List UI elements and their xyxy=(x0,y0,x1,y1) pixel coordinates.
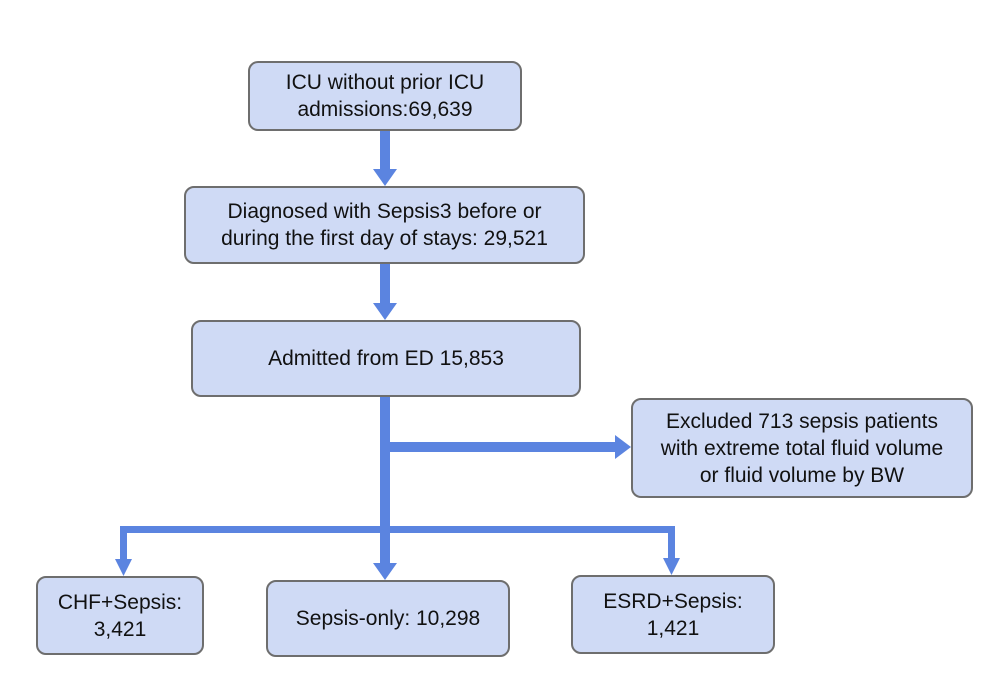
arrowhead-sepsis-only xyxy=(373,563,397,580)
sepsis-only-box: Sepsis-only: 10,298 xyxy=(266,580,510,657)
icu-admissions-box: ICU without prior ICU admissions:69,639 xyxy=(248,61,522,131)
arrow-ed-to-excluded xyxy=(390,442,616,452)
esrd-sepsis-box: ESRD+Sepsis: 1,421 xyxy=(571,575,775,654)
arrow-sepsis3-to-ed xyxy=(380,264,390,304)
arrow-to-esrd xyxy=(668,526,675,559)
sepsis-only-text: Sepsis-only: 10,298 xyxy=(295,607,481,630)
excluded-patients-text: Excluded 713 sepsis patients with extrem… xyxy=(660,409,944,487)
arrow-icu-to-sepsis3 xyxy=(380,131,390,170)
admitted-from-ed-box: Admitted from ED 15,853 xyxy=(191,320,581,397)
icu-admissions-text: ICU without prior ICU admissions:69,639 xyxy=(285,71,485,121)
sepsis3-diagnosis-box: Diagnosed with Sepsis3 before or during … xyxy=(184,186,585,264)
arrowhead-chf xyxy=(115,559,132,576)
arrow-ed-trunk xyxy=(380,397,390,564)
arrowhead-esrd xyxy=(663,558,680,575)
arrowhead-excluded xyxy=(615,435,631,459)
arrowhead-ed xyxy=(373,303,397,320)
sepsis3-diagnosis-text: Diagnosed with Sepsis3 before or during … xyxy=(221,200,548,250)
esrd-sepsis-text: ESRD+Sepsis: 1,421 xyxy=(603,589,743,640)
chf-sepsis-box: CHF+Sepsis: 3,421 xyxy=(36,576,204,655)
admitted-from-ed-text: Admitted from ED 15,853 xyxy=(268,347,504,370)
arrow-split-bar xyxy=(120,526,675,533)
chf-sepsis-text: CHF+Sepsis: 3,421 xyxy=(57,590,183,641)
arrow-to-chf xyxy=(120,526,127,560)
arrowhead-sepsis3 xyxy=(373,169,397,186)
excluded-patients-box: Excluded 713 sepsis patients with extrem… xyxy=(631,398,973,498)
